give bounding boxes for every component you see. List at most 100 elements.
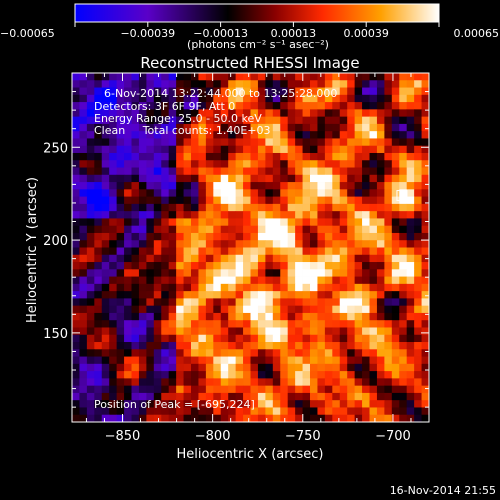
heatmap-cell	[153, 305, 162, 314]
heatmap-cell	[198, 349, 207, 357]
heatmap-cell	[250, 276, 259, 285]
heatmap-cell	[414, 73, 422, 81]
heatmap-cell	[265, 269, 274, 277]
heatmap-cell	[421, 312, 429, 321]
heatmap-cell	[421, 131, 429, 139]
heatmap-cell	[124, 225, 132, 234]
heatmap-cell	[287, 305, 296, 314]
heatmap-cell	[265, 160, 274, 168]
heatmap-cell	[243, 73, 251, 81]
heatmap-cell	[369, 73, 378, 81]
heatmap-cell	[86, 182, 95, 190]
heatmap-cell	[79, 276, 88, 285]
heatmap-cell	[101, 109, 110, 118]
heatmap-cell	[109, 225, 118, 234]
heatmap-cell	[324, 320, 333, 328]
heatmap-cell	[101, 327, 110, 336]
heatmap-cell	[332, 94, 341, 103]
heatmap-cell	[347, 225, 356, 234]
footer-timestamp: 16-Nov-2014 21:55	[390, 484, 496, 497]
heatmap-cell	[205, 182, 214, 190]
heatmap-cell	[295, 298, 303, 307]
heatmap-cell	[399, 378, 408, 387]
heatmap-cell	[399, 102, 408, 110]
heatmap-cell	[391, 262, 400, 270]
heatmap-cell	[280, 356, 289, 365]
heatmap-cell	[235, 312, 244, 321]
heatmap-cell	[421, 203, 429, 212]
heatmap-cell	[310, 131, 318, 139]
heatmap-cell	[72, 145, 80, 154]
heatmap-cell	[310, 102, 318, 110]
heatmap-cell	[228, 371, 237, 379]
heatmap-cell	[287, 232, 296, 241]
heatmap-cell	[220, 174, 229, 183]
heatmap-cell	[414, 407, 422, 416]
heatmap-cell	[265, 407, 274, 416]
heatmap-cell	[250, 291, 259, 299]
heatmap-cell	[317, 414, 326, 422]
heatmap-cell	[94, 392, 103, 401]
heatmap-cell	[146, 73, 155, 81]
heatmap-cell	[257, 305, 266, 314]
heatmap-cell	[176, 276, 184, 285]
heatmap-cell	[228, 240, 237, 248]
heatmap-cell	[243, 232, 251, 241]
heatmap-cell	[265, 203, 274, 212]
heatmap-cell	[391, 312, 400, 321]
heatmap-cell	[205, 152, 214, 161]
heatmap-cell	[414, 94, 422, 103]
heatmap-cell	[198, 320, 207, 328]
heatmap-cell	[243, 240, 251, 248]
heatmap-cell	[220, 203, 229, 212]
heatmap-cell	[191, 283, 199, 292]
heatmap-cell	[332, 240, 341, 248]
heatmap-cell	[94, 371, 103, 379]
heatmap-cell	[86, 116, 95, 125]
heatmap-cell	[421, 400, 429, 408]
heatmap-cell	[391, 182, 400, 190]
heatmap-cell	[421, 225, 429, 234]
heatmap-cell	[116, 320, 125, 328]
heatmap-cell	[265, 196, 274, 205]
heatmap-cell	[406, 291, 415, 299]
heatmap-cell	[347, 400, 356, 408]
heatmap-cell	[153, 182, 162, 190]
heatmap-cell	[414, 174, 422, 183]
heatmap-cell	[109, 276, 118, 285]
heatmap-cell	[362, 211, 370, 219]
heatmap-cell	[302, 189, 311, 197]
heatmap-cell	[124, 102, 132, 110]
heatmap-cell	[362, 87, 370, 96]
heatmap-cell	[399, 160, 408, 168]
heatmap-cell	[421, 174, 429, 183]
heatmap-cell	[228, 283, 237, 292]
heatmap-cell	[138, 189, 147, 197]
heatmap-cell	[220, 189, 229, 197]
heatmap-cell	[414, 196, 422, 205]
heatmap-cell	[131, 80, 140, 88]
heatmap-cell	[235, 145, 244, 154]
heatmap-cell	[302, 73, 311, 81]
heatmap-cell	[265, 356, 274, 365]
heatmap-cell	[369, 240, 378, 248]
heatmap-cell	[198, 196, 207, 205]
heatmap-cell	[250, 94, 259, 103]
heatmap-cell	[72, 276, 80, 285]
heatmap-cell	[161, 116, 170, 125]
heatmap-cell	[369, 342, 378, 350]
heatmap-cell	[220, 283, 229, 292]
heatmap-cell	[228, 145, 237, 154]
heatmap-cell	[317, 203, 326, 212]
heatmap-cell	[302, 378, 311, 387]
heatmap-cell	[146, 131, 155, 139]
heatmap-cell	[220, 392, 229, 401]
heatmap-cell	[220, 152, 229, 161]
heatmap-cell	[116, 160, 125, 168]
heatmap-cell	[161, 407, 170, 416]
heatmap-cell	[72, 174, 80, 183]
heatmap-cell	[72, 73, 80, 81]
heatmap-cell	[72, 269, 80, 277]
heatmap-cell	[354, 225, 363, 234]
